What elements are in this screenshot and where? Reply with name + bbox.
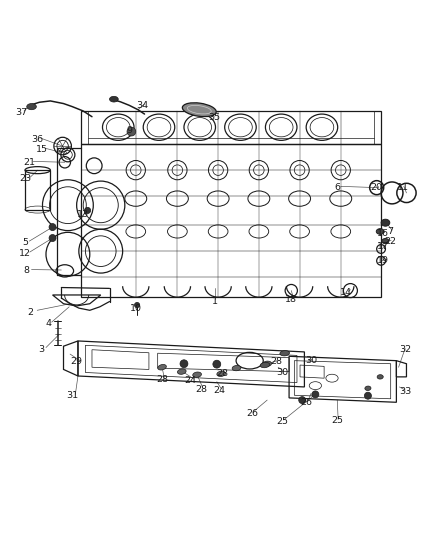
Text: 36: 36 (31, 135, 43, 144)
Text: 26: 26 (300, 398, 313, 407)
Text: 15: 15 (35, 144, 48, 154)
Text: 31: 31 (66, 391, 78, 400)
Ellipse shape (232, 366, 241, 371)
Ellipse shape (177, 369, 186, 374)
Ellipse shape (376, 229, 384, 235)
Text: 25: 25 (276, 417, 289, 426)
Circle shape (134, 302, 140, 308)
Ellipse shape (193, 372, 201, 377)
Text: 4: 4 (45, 319, 51, 328)
Text: 2: 2 (28, 308, 34, 317)
Ellipse shape (382, 238, 389, 244)
Text: 19: 19 (377, 256, 389, 265)
Circle shape (127, 127, 136, 136)
Circle shape (49, 223, 56, 231)
Ellipse shape (110, 96, 118, 102)
Text: 30: 30 (276, 368, 289, 377)
Ellipse shape (260, 362, 270, 368)
Text: 7: 7 (387, 227, 393, 236)
Text: 23: 23 (19, 174, 32, 183)
Text: 6: 6 (334, 183, 340, 192)
Text: 25: 25 (331, 416, 343, 425)
Circle shape (364, 392, 371, 399)
Ellipse shape (27, 103, 36, 110)
Circle shape (180, 360, 188, 368)
Circle shape (312, 391, 319, 398)
Text: 20: 20 (371, 183, 383, 192)
Text: 9: 9 (126, 126, 132, 135)
Ellipse shape (377, 375, 383, 379)
Text: 14: 14 (340, 288, 352, 297)
Ellipse shape (365, 386, 371, 391)
Text: 3: 3 (39, 345, 45, 354)
Text: 17: 17 (377, 243, 389, 251)
Text: 11: 11 (397, 183, 409, 192)
Circle shape (49, 235, 56, 241)
Text: 28: 28 (156, 375, 168, 384)
Text: 28: 28 (216, 369, 228, 378)
Text: 1: 1 (212, 297, 218, 306)
Text: 21: 21 (24, 158, 36, 167)
Text: 35: 35 (208, 113, 221, 122)
Text: 28: 28 (270, 358, 282, 367)
Text: 8: 8 (23, 266, 29, 276)
Text: 24: 24 (213, 385, 225, 394)
Text: 29: 29 (71, 358, 83, 367)
Ellipse shape (263, 361, 272, 366)
Text: 22: 22 (384, 237, 396, 246)
Circle shape (213, 360, 221, 368)
Ellipse shape (182, 103, 216, 117)
Text: 13: 13 (77, 211, 89, 219)
Text: 37: 37 (15, 108, 27, 117)
Text: 10: 10 (130, 304, 142, 313)
Text: 16: 16 (377, 229, 389, 238)
Text: 32: 32 (399, 345, 411, 354)
Text: 34: 34 (136, 101, 148, 110)
Ellipse shape (217, 371, 226, 376)
Text: 12: 12 (19, 249, 32, 258)
Text: 5: 5 (22, 238, 28, 247)
Text: 28: 28 (195, 385, 208, 394)
Text: 30: 30 (305, 356, 317, 365)
Ellipse shape (158, 365, 166, 370)
Text: 33: 33 (399, 387, 411, 396)
Ellipse shape (280, 351, 290, 356)
Text: 26: 26 (246, 409, 258, 418)
Text: 24: 24 (184, 376, 197, 385)
Circle shape (299, 397, 306, 403)
Text: 18: 18 (285, 295, 297, 304)
Ellipse shape (381, 219, 390, 226)
Circle shape (85, 207, 91, 214)
